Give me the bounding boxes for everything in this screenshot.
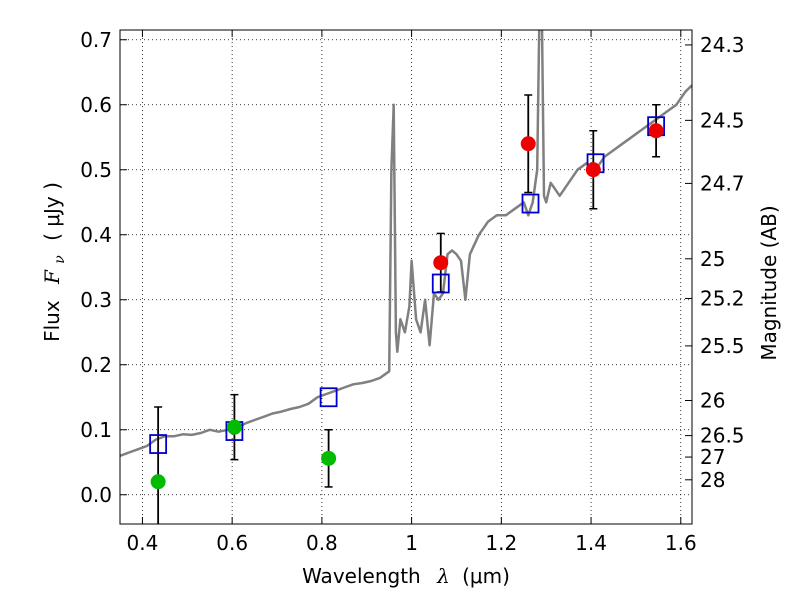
x-tick-label: 1.2 [485,531,517,555]
green-data-point [321,450,337,466]
y-tick-label: 0.2 [80,353,112,377]
y2-tick-label: 24.5 [700,108,745,132]
x-tick-label: 1.4 [575,531,607,555]
photometry-points [150,123,664,490]
plot-frame [119,29,693,525]
green-data-point [226,419,242,435]
y-axis-title: Flux F ν ( μJy ) [40,182,69,342]
y-axis-label: Flux [40,300,64,342]
y2-tick-label: 24.3 [700,33,745,57]
axis-ticks [120,30,692,524]
model-box-marker [319,387,338,408]
y2-tick-label: 25.5 [700,334,745,358]
spectrum-line [120,30,692,457]
x-axis-label: Wavelength [302,564,421,588]
x-tick-label: 1 [405,531,418,555]
y-tick-label: 0.5 [80,158,112,182]
x-tick-label: 0.4 [127,531,159,555]
y-axis-unit: ( μJy ) [40,182,64,241]
error-bars [154,94,661,524]
y2-tick-label: 26.5 [700,424,745,448]
tick-labels: 0.4 0.6 0.8 1 1.2 1.4 1.6 0.0 0.1 0.2 0.3 0.4 0.5 0.6… [80,28,744,555]
red-data-point [585,162,601,178]
x-axis-symbol: λ [436,564,450,588]
y-tick-label: 0.1 [80,418,112,442]
x-tick-label: 1.6 [665,531,697,555]
y2-tick-label: 28 [700,468,725,492]
y2-tick-label: 25 [700,247,725,271]
model-box-marker [521,193,540,214]
y-tick-label: 0.3 [80,288,112,312]
y2-tick-label: 27 [700,445,725,469]
red-data-point [433,255,449,271]
x-tick-label: 0.8 [306,531,338,555]
y2-tick-label: 25.2 [700,286,745,310]
model-box-marker [431,273,450,294]
green-data-point [150,474,166,490]
y-axis-symbol: F [40,269,64,285]
red-data-point [520,136,536,152]
y-tick-label: 0.4 [80,223,112,247]
grid-lines [120,30,692,524]
y-tick-label: 0.7 [80,28,112,52]
y2-axis-title: Magnitude (AB) [757,205,781,360]
y-tick-label: 0.0 [80,483,112,507]
y2-tick-label: 26 [700,389,725,413]
model-box-marker [149,434,168,454]
y2-tick-label: 24.7 [700,171,745,195]
x-axis-title: Wavelength λ (μm) [302,564,510,588]
red-data-point [648,123,664,139]
x-tick-label: 0.6 [216,531,248,555]
x-axis-unit: (μm) [462,564,510,588]
y-axis-subscript: ν [52,255,68,264]
spectrum-series [120,30,692,457]
y-tick-label: 0.6 [80,93,112,117]
